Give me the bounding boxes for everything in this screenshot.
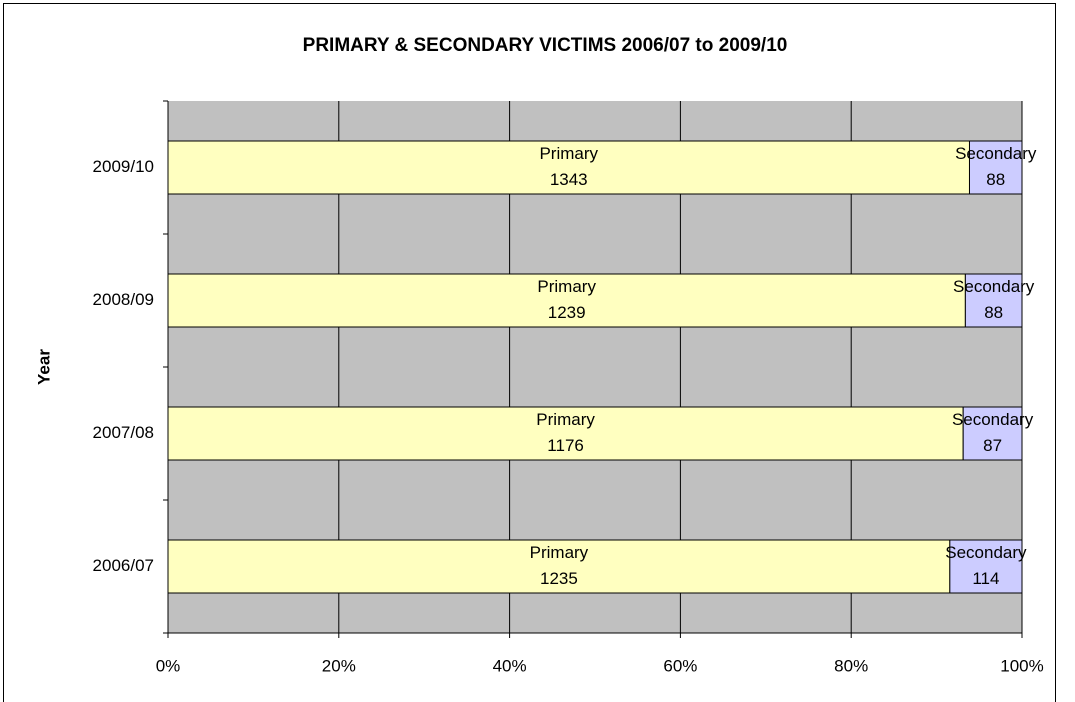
chart-title: PRIMARY & SECONDARY VICTIMS 2006/07 to 2… xyxy=(303,35,788,56)
x-tick-label: 60% xyxy=(663,656,697,675)
bar-segment xyxy=(167,406,964,461)
data-label-name: Primary xyxy=(537,277,596,296)
data-label-name: Primary xyxy=(530,543,589,562)
bar-segment xyxy=(949,539,1023,594)
data-label: 1343 xyxy=(550,170,588,189)
data-label-name: Primary xyxy=(536,410,595,429)
data-label: 88 xyxy=(984,303,1003,322)
bar-segment xyxy=(964,273,1023,328)
bar-segment xyxy=(962,406,1023,461)
data-label: 87 xyxy=(983,436,1002,455)
data-label-name: Secondary xyxy=(953,277,1035,296)
data-label: 1235 xyxy=(540,569,578,588)
y-tick-label: 2008/09 xyxy=(93,290,154,309)
x-tick-label: 80% xyxy=(834,656,868,675)
chart-frame xyxy=(3,3,1056,702)
data-label: 1176 xyxy=(547,436,584,455)
x-tick-label: 20% xyxy=(322,656,356,675)
data-label: 114 xyxy=(972,569,999,588)
x-tick-label: 0% xyxy=(156,656,181,675)
bar-segment xyxy=(167,140,970,195)
y-tick-label: 2007/08 xyxy=(93,423,154,442)
data-label: 1239 xyxy=(548,303,586,322)
data-label-name: Secondary xyxy=(952,410,1034,429)
x-tick-label: 40% xyxy=(493,656,527,675)
x-tick-label: 100% xyxy=(1000,656,1043,675)
data-label: 88 xyxy=(986,170,1005,189)
bar-segment xyxy=(167,273,966,328)
data-label-name: Primary xyxy=(539,144,598,163)
bar-segment xyxy=(968,140,1023,195)
y-tick-label: 2006/07 xyxy=(93,556,154,575)
y-axis-label: Year xyxy=(34,349,53,385)
data-label-name: Secondary xyxy=(945,543,1027,562)
bar-segment xyxy=(167,539,951,594)
data-label-name: Secondary xyxy=(955,144,1037,163)
y-tick-label: 2009/10 xyxy=(93,157,154,176)
